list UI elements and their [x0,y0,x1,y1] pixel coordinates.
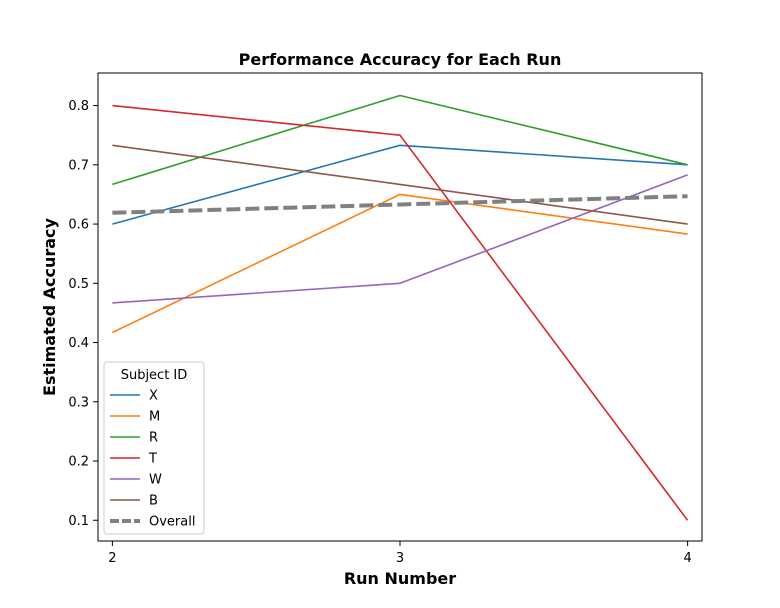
y-tick-label: 0.6 [68,218,89,233]
plot-lines [112,94,689,521]
legend-label-t: T [148,452,157,467]
legend-label-w: W [149,473,162,488]
y-tick-label: 0.1 [68,514,89,529]
y-tick-label: 0.3 [68,395,89,410]
series-line-b [112,144,688,225]
y-axis: 0.1 0.2 0.3 0.4 0.5 0.6 0.7 0.8 [68,99,98,529]
legend-label-b: B [149,494,158,509]
legend-box [103,361,205,535]
legend-label-overall: Overall [149,515,195,530]
x-tick-label: 4 [683,551,691,566]
y-tick-label: 0.8 [68,99,89,114]
chart-title: Performance Accuracy for Each Run [239,50,562,69]
series-line-m [112,193,688,334]
x-tick-label: 3 [396,551,404,566]
y-tick-label: 0.7 [68,158,89,173]
x-axis-label: Run Number [344,569,456,588]
y-axis-label: Estimated Accuracy [40,217,59,395]
legend-label-m: M [149,410,160,425]
series-line-t [112,104,689,521]
legend-label-r: R [149,431,158,446]
x-tick-label: 2 [108,551,116,566]
y-tick-label: 0.4 [68,336,89,351]
legend-label-x: X [149,389,158,404]
y-tick-label: 0.5 [68,277,89,292]
legend-title: Subject ID [121,368,188,383]
x-axis: 2 3 4 [108,541,692,566]
y-tick-label: 0.2 [68,455,89,470]
series-line-x [112,144,688,225]
series-line-overall [112,194,688,215]
series-line-r [112,94,688,186]
